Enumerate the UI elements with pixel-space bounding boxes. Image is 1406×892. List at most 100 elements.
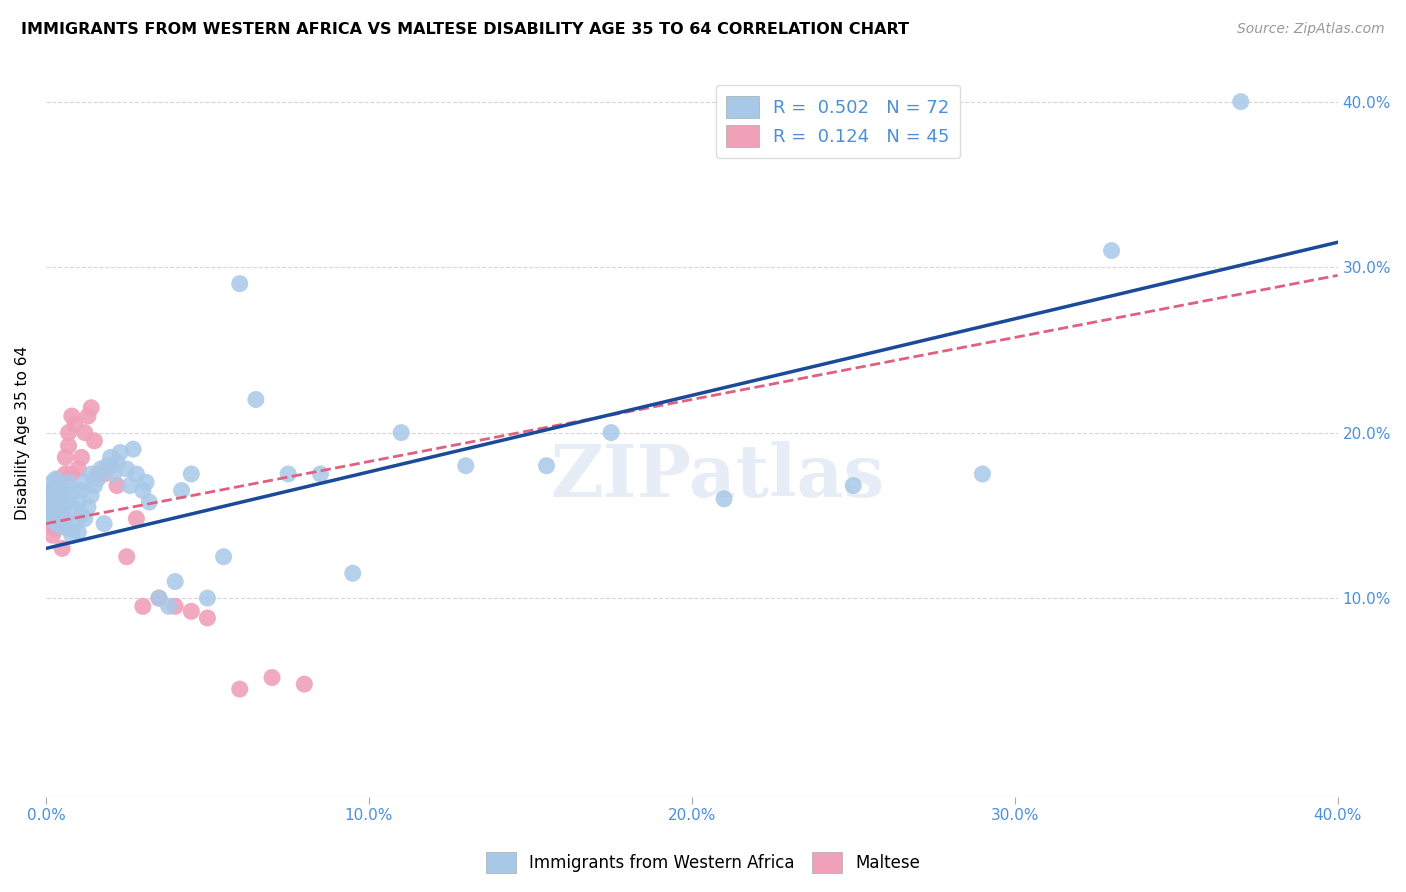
Point bbox=[41, 483, 63, 498]
Point bbox=[41, 500, 63, 514]
Point bbox=[63, 483, 86, 498]
Point bbox=[38, 508, 60, 523]
Point bbox=[165, 574, 187, 589]
Point bbox=[115, 549, 138, 564]
Point bbox=[45, 508, 67, 523]
Y-axis label: Disability Age 35 to 64: Disability Age 35 to 64 bbox=[15, 345, 30, 520]
Point bbox=[51, 520, 73, 534]
Point bbox=[41, 495, 63, 509]
Point bbox=[245, 392, 267, 407]
Point bbox=[100, 450, 122, 465]
Point bbox=[51, 541, 73, 556]
Point bbox=[63, 516, 86, 531]
Point bbox=[132, 599, 155, 614]
Point bbox=[58, 475, 80, 490]
Point bbox=[51, 511, 73, 525]
Point bbox=[96, 458, 118, 473]
Point bbox=[180, 467, 202, 481]
Point bbox=[148, 591, 170, 606]
Point bbox=[93, 467, 115, 481]
Legend: Immigrants from Western Africa, Maltese: Immigrants from Western Africa, Maltese bbox=[479, 846, 927, 880]
Point bbox=[260, 671, 283, 685]
Point bbox=[110, 445, 132, 459]
Point bbox=[48, 472, 70, 486]
Point bbox=[228, 682, 250, 697]
Point bbox=[132, 483, 155, 498]
Point bbox=[45, 472, 67, 486]
Point bbox=[713, 491, 735, 506]
Point bbox=[77, 500, 100, 514]
Point bbox=[70, 508, 93, 523]
Point bbox=[135, 475, 157, 490]
Point bbox=[48, 516, 70, 531]
Point bbox=[125, 511, 148, 525]
Point bbox=[180, 604, 202, 618]
Point bbox=[48, 500, 70, 514]
Point bbox=[51, 505, 73, 519]
Point bbox=[53, 467, 76, 481]
Point bbox=[536, 458, 558, 473]
Point bbox=[197, 611, 219, 625]
Point bbox=[60, 409, 83, 423]
Point bbox=[38, 491, 60, 506]
Point bbox=[165, 599, 187, 614]
Point bbox=[83, 434, 105, 448]
Point bbox=[70, 483, 93, 498]
Point bbox=[80, 488, 103, 502]
Point bbox=[73, 475, 96, 490]
Point bbox=[45, 483, 67, 498]
Point bbox=[53, 511, 76, 525]
Point bbox=[454, 458, 477, 473]
Point bbox=[53, 450, 76, 465]
Point bbox=[1101, 244, 1123, 258]
Point bbox=[103, 467, 125, 481]
Point bbox=[60, 528, 83, 542]
Point bbox=[51, 488, 73, 502]
Point bbox=[60, 500, 83, 514]
Point bbox=[105, 478, 128, 492]
Point bbox=[212, 549, 235, 564]
Point bbox=[197, 591, 219, 606]
Point bbox=[86, 472, 108, 486]
Legend: R =  0.502   N = 72, R =  0.124   N = 45: R = 0.502 N = 72, R = 0.124 N = 45 bbox=[716, 85, 960, 158]
Point bbox=[972, 467, 994, 481]
Point bbox=[53, 483, 76, 498]
Point bbox=[157, 599, 180, 614]
Point bbox=[48, 478, 70, 492]
Point bbox=[86, 467, 108, 481]
Text: Source: ZipAtlas.com: Source: ZipAtlas.com bbox=[1237, 22, 1385, 37]
Point bbox=[41, 528, 63, 542]
Point bbox=[93, 516, 115, 531]
Point bbox=[80, 467, 103, 481]
Point bbox=[41, 488, 63, 502]
Point bbox=[125, 467, 148, 481]
Point bbox=[105, 455, 128, 469]
Point bbox=[70, 450, 93, 465]
Point bbox=[67, 462, 90, 476]
Point bbox=[41, 475, 63, 490]
Point bbox=[41, 511, 63, 525]
Point bbox=[58, 439, 80, 453]
Point bbox=[38, 500, 60, 514]
Point bbox=[80, 401, 103, 415]
Point bbox=[138, 495, 160, 509]
Point bbox=[60, 467, 83, 481]
Point bbox=[309, 467, 332, 481]
Point bbox=[90, 462, 112, 476]
Point bbox=[45, 483, 67, 498]
Point bbox=[38, 516, 60, 531]
Point bbox=[38, 488, 60, 502]
Point bbox=[67, 495, 90, 509]
Text: ZIPatlas: ZIPatlas bbox=[551, 441, 884, 512]
Point bbox=[118, 478, 141, 492]
Point bbox=[292, 677, 315, 691]
Point bbox=[77, 409, 100, 423]
Point bbox=[67, 524, 90, 539]
Point bbox=[73, 425, 96, 440]
Point bbox=[73, 511, 96, 525]
Point bbox=[51, 488, 73, 502]
Point bbox=[170, 483, 193, 498]
Point bbox=[277, 467, 299, 481]
Point bbox=[115, 462, 138, 476]
Point bbox=[148, 591, 170, 606]
